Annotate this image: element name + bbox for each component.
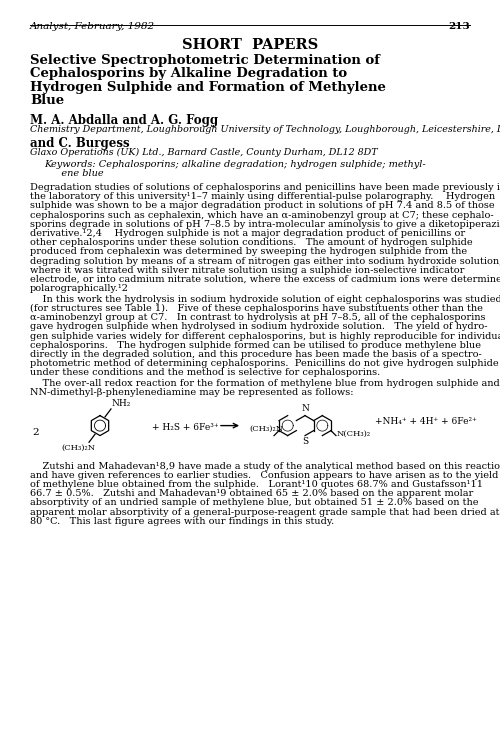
Text: Zutshi and Mahadevan¹8,9 have made a study of the analytical method based on thi: Zutshi and Mahadevan¹8,9 have made a stu… — [30, 461, 500, 471]
Text: photometric method of determining cephalosporins.  Penicillins do not give hydro: photometric method of determining cephal… — [30, 360, 498, 368]
Text: other cephalosporins under these solution conditions.   The amount of hydrogen s: other cephalosporins under these solutio… — [30, 238, 472, 247]
Text: gen sulphide varies widely for different cephalosporins, but is highly reproduci: gen sulphide varies widely for different… — [30, 332, 500, 341]
Text: Chemistry Department, Loughborough University of Technology, Loughborough, Leice: Chemistry Department, Loughborough Unive… — [30, 125, 500, 134]
Text: S: S — [302, 436, 308, 446]
Text: (CH₃)₂N: (CH₃)₂N — [61, 444, 95, 452]
Text: polarographically.¹2: polarographically.¹2 — [30, 284, 129, 293]
Text: In this work the hydrolysis in sodium hydroxide solution of eight cephalosporins: In this work the hydrolysis in sodium hy… — [30, 295, 500, 304]
Text: Cephalosporins by Alkaline Degradation to: Cephalosporins by Alkaline Degradation t… — [30, 67, 347, 80]
Text: Glaxo Operations (UK) Ltd., Barnard Castle, County Durham, DL12 8DT: Glaxo Operations (UK) Ltd., Barnard Cast… — [30, 148, 378, 157]
Text: + H₂S + 6Fe³⁺: + H₂S + 6Fe³⁺ — [152, 423, 218, 432]
Text: the laboratory of this university¹1–7 mainly using differential-pulse polarograp: the laboratory of this university¹1–7 ma… — [30, 192, 495, 201]
Text: SHORT  PAPERS: SHORT PAPERS — [182, 38, 318, 52]
Text: 2: 2 — [32, 428, 38, 436]
Text: gave hydrogen sulphide when hydrolysed in sodium hydroxide solution.   The yield: gave hydrogen sulphide when hydrolysed i… — [30, 322, 488, 331]
Text: M. A. Abdalla and A. G. Fogg: M. A. Abdalla and A. G. Fogg — [30, 114, 218, 127]
Text: and have given references to earlier studies.   Confusion appears to have arisen: and have given references to earlier stu… — [30, 471, 498, 480]
Text: 66.7 ± 0.5%.   Zutshi and Mahadevan¹9 obtained 65 ± 2.0% based on the apparent m: 66.7 ± 0.5%. Zutshi and Mahadevan¹9 obta… — [30, 489, 473, 499]
Text: degrading solution by means of a stream of nitrogen gas either into sodium hydro: degrading solution by means of a stream … — [30, 257, 500, 265]
Text: 80 °C.   This last figure agrees with our findings in this study.: 80 °C. This last figure agrees with our … — [30, 517, 334, 526]
Text: Selective Spectrophotometric Determination of: Selective Spectrophotometric Determinati… — [30, 54, 380, 67]
Text: directly in the degraded solution, and this procedure has been made the basis of: directly in the degraded solution, and t… — [30, 350, 482, 359]
Text: where it was titrated with silver nitrate solution using a sulphide ion-selectiv: where it was titrated with silver nitrat… — [30, 266, 464, 275]
Text: Hydrogen Sulphide and Formation of Methylene: Hydrogen Sulphide and Formation of Methy… — [30, 81, 386, 94]
Text: absorptivity of an undried sample of methylene blue, but obtained 51 ± 2.0% base: absorptivity of an undried sample of met… — [30, 499, 478, 507]
Text: NN-dimethyl-β-phenylenediamine may be represented as follows:: NN-dimethyl-β-phenylenediamine may be re… — [30, 388, 354, 398]
Text: under these conditions and the method is selective for cephalosporins.: under these conditions and the method is… — [30, 368, 381, 377]
Text: N: N — [302, 404, 310, 412]
Text: cephalosporins such as cephalexin, which have an α-aminobenzyl group at C7; thes: cephalosporins such as cephalexin, which… — [30, 211, 494, 219]
Text: sporins degrade in solutions of pH 7–8.5 by intra-molecular aminolysis to give a: sporins degrade in solutions of pH 7–8.5… — [30, 220, 500, 229]
Text: The over-all redox reaction for the formation of methylene blue from hydrogen su: The over-all redox reaction for the form… — [30, 379, 500, 388]
Text: and C. Burgess: and C. Burgess — [30, 137, 130, 150]
Text: electrode, or into cadmium nitrate solution, where the excess of cadmium ions we: electrode, or into cadmium nitrate solut… — [30, 275, 500, 284]
Text: of methylene blue obtained from the sulphide.   Lorant¹10 quotes 68.7% and Gusta: of methylene blue obtained from the sulp… — [30, 480, 483, 489]
Text: N(CH₃)₂: N(CH₃)₂ — [337, 430, 371, 438]
Text: +NH₄⁺ + 4H⁺ + 6Fe²⁺: +NH₄⁺ + 4H⁺ + 6Fe²⁺ — [375, 417, 477, 426]
Text: derivative.¹2,4    Hydrogen sulphide is not a major degradation product of penic: derivative.¹2,4 Hydrogen sulphide is not… — [30, 229, 465, 238]
Text: Analyst, February, 1982: Analyst, February, 1982 — [30, 22, 155, 31]
Text: cephalosporins.   The hydrogen sulphide formed can be utilised to produce methyl: cephalosporins. The hydrogen sulphide fo… — [30, 341, 481, 350]
Text: sulphide was shown to be a major degradation product in solutions of pH 7.4 and : sulphide was shown to be a major degrada… — [30, 202, 494, 211]
Text: α-aminobenzyl group at C7.   In contrast to hydrolysis at pH 7–8.5, all of the c: α-aminobenzyl group at C7. In contrast t… — [30, 314, 486, 322]
Text: ene blue: ene blue — [52, 169, 104, 178]
Text: Degradation studies of solutions of cephalosporins and penicillins have been mad: Degradation studies of solutions of ceph… — [30, 183, 500, 192]
Text: 213: 213 — [448, 22, 470, 31]
Text: Blue: Blue — [30, 94, 64, 107]
Text: Keywords: Cephalosporins; alkaline degradation; hydrogen sulphide; methyl-: Keywords: Cephalosporins; alkaline degra… — [44, 160, 426, 169]
Text: apparent molar absorptivity of a general-purpose-reagent grade sample that had b: apparent molar absorptivity of a general… — [30, 507, 500, 517]
Text: (CH₃)₂N: (CH₃)₂N — [250, 425, 284, 433]
Text: NH₂: NH₂ — [112, 399, 132, 408]
Text: produced from cephalexin was determined by sweeping the hydrogen sulphide from t: produced from cephalexin was determined … — [30, 247, 467, 257]
Text: (for structures see Table 1).   Five of these cephalosporins have substituents o: (for structures see Table 1). Five of th… — [30, 304, 483, 313]
